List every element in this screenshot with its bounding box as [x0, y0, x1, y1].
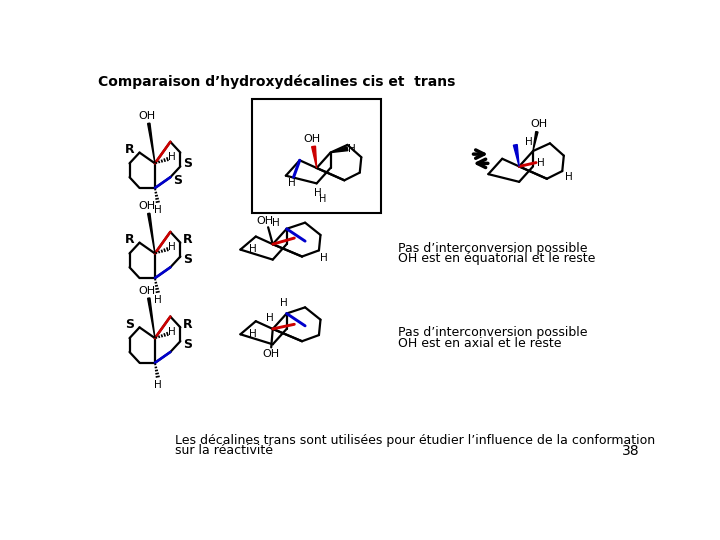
Text: H: H — [154, 295, 162, 306]
Text: H: H — [154, 380, 162, 390]
Text: H: H — [249, 244, 256, 254]
Text: H: H — [154, 205, 162, 215]
Polygon shape — [148, 123, 155, 164]
Text: H: H — [168, 152, 176, 162]
Text: OH: OH — [139, 111, 156, 122]
Text: S: S — [184, 253, 192, 266]
Polygon shape — [148, 213, 155, 253]
Text: sur la réactivité: sur la réactivité — [175, 444, 273, 457]
Text: H: H — [526, 137, 533, 147]
Text: H: H — [249, 328, 256, 339]
Text: Pas d’interconversion possible: Pas d’interconversion possible — [398, 241, 588, 254]
Text: H: H — [348, 144, 356, 154]
Text: S: S — [184, 157, 192, 170]
Text: H: H — [319, 194, 326, 204]
Text: OH: OH — [139, 286, 156, 296]
Polygon shape — [513, 145, 519, 166]
Text: R: R — [125, 233, 135, 246]
Text: Comparaison d’hydroxydécalines cis et  trans: Comparaison d’hydroxydécalines cis et tr… — [98, 74, 455, 89]
Text: OH: OH — [263, 348, 280, 359]
Text: 38: 38 — [622, 443, 639, 457]
Polygon shape — [312, 146, 317, 168]
Text: H: H — [537, 158, 544, 168]
Text: H: H — [320, 253, 328, 263]
Bar — [252, 99, 382, 213]
Text: R: R — [183, 318, 193, 331]
Text: H: H — [564, 172, 572, 182]
Text: S: S — [184, 338, 192, 351]
Text: OH: OH — [531, 119, 548, 129]
Text: R: R — [183, 233, 193, 246]
Text: S: S — [125, 318, 134, 331]
Text: H: H — [168, 242, 176, 252]
Text: H: H — [288, 178, 296, 188]
Polygon shape — [148, 298, 155, 338]
Text: H: H — [168, 327, 176, 337]
Text: Pas d’interconversion possible: Pas d’interconversion possible — [398, 326, 588, 339]
Text: H: H — [266, 313, 274, 323]
Text: H: H — [315, 187, 322, 198]
Polygon shape — [533, 132, 538, 151]
Text: OH: OH — [139, 201, 156, 212]
Text: H: H — [279, 298, 287, 308]
Text: H: H — [272, 218, 279, 228]
Text: S: S — [174, 174, 183, 187]
Text: OH: OH — [256, 216, 274, 226]
Text: Les décalines trans sont utilisées pour étudier l’influence de la conformation: Les décalines trans sont utilisées pour … — [175, 434, 655, 447]
Text: OH est en équatorial et le reste: OH est en équatorial et le reste — [398, 252, 595, 265]
Text: R: R — [125, 143, 135, 156]
Polygon shape — [330, 147, 348, 153]
Text: OH: OH — [303, 134, 320, 144]
Text: OH est en axial et le reste: OH est en axial et le reste — [398, 337, 562, 350]
